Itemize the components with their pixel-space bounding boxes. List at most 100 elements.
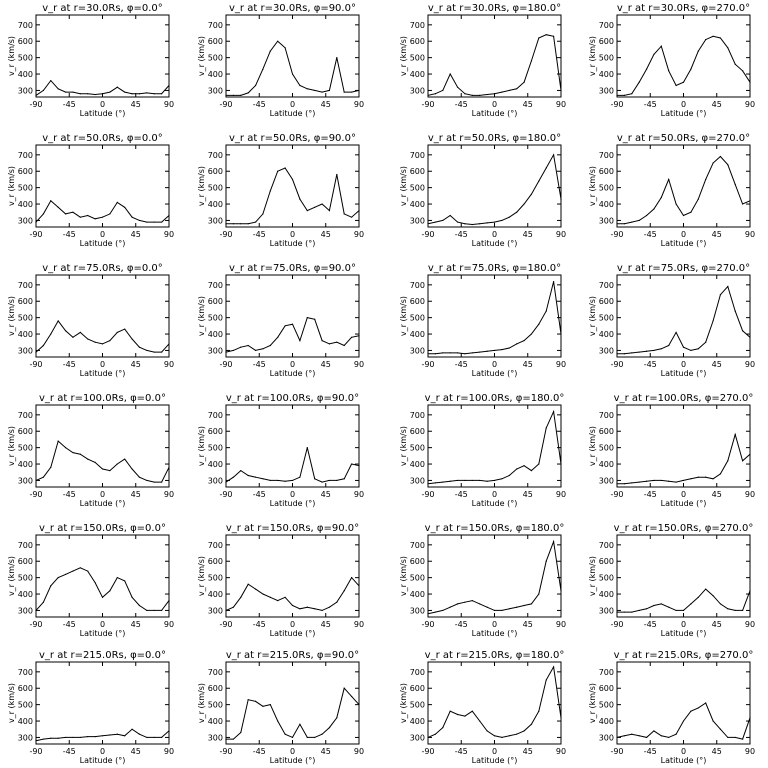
data-point (131, 216, 133, 218)
data-point (247, 699, 249, 701)
data-point (427, 613, 429, 615)
y-axis-label: v_r (km/s) (7, 166, 16, 206)
data-point (161, 736, 163, 739)
data-point (638, 219, 640, 222)
data-point (42, 213, 44, 215)
y-tick-label: 600 (18, 37, 33, 46)
data-point (277, 336, 279, 338)
series-line (617, 155, 751, 225)
y-tick-label: 400 (410, 460, 425, 469)
data-point (660, 603, 662, 605)
panel-title: v_r at r=50.0Rs, φ=90.0° (229, 133, 356, 144)
data-point (299, 476, 301, 478)
y-axis-label: v_r (km/s) (197, 683, 206, 723)
plot-frame (427, 404, 562, 488)
data-point (712, 720, 714, 722)
data-point (262, 213, 264, 215)
panel-1-1: v_r at r=50.0Rs, φ=90.0° -90 -45 0 45 90 300 40… (197, 133, 364, 248)
data-point (306, 88, 308, 90)
y-tick-label: 400 (208, 717, 223, 726)
y-tick-label: 700 (410, 151, 425, 160)
data-point (560, 198, 562, 200)
x-tick-label: -45 (63, 230, 76, 239)
y-tick-label: 300 (18, 733, 33, 742)
data-point (269, 479, 271, 482)
y-tick-label: 300 (410, 733, 425, 742)
data-point (523, 730, 525, 732)
data-point (690, 349, 692, 352)
x-tick-label: -90 (421, 100, 434, 109)
x-tick-label: 45 (131, 490, 141, 499)
data-point (314, 318, 316, 320)
y-tick-label: 500 (410, 184, 425, 193)
series-line (35, 200, 170, 223)
data-point (277, 479, 279, 482)
data-point (638, 609, 640, 612)
data-point (742, 70, 744, 72)
x-tick-label: 90 (556, 747, 566, 756)
data-point (675, 84, 677, 87)
x-axis-label: Latitude (°) (270, 756, 316, 765)
data-point (734, 736, 736, 739)
panel-title: v_r at r=75.0Rs, φ=0.0° (42, 263, 163, 274)
y-tick-label: 600 (208, 684, 223, 693)
data-point (168, 84, 170, 87)
data-point (262, 593, 264, 595)
x-axis-label: Latitude (°) (661, 629, 707, 638)
data-point (623, 223, 625, 225)
y-tick-label: 700 (208, 411, 223, 420)
x-tick-label: -45 (644, 100, 657, 109)
x-tick-label: -90 (29, 490, 42, 499)
panel-1-0: v_r at r=50.0Rs, φ=0.0° -90 -45 0 45 90 300 400… (7, 133, 174, 248)
plot-frame (616, 274, 751, 358)
data-point (64, 330, 67, 332)
y-tick-label: 300 (208, 86, 223, 95)
panel-title: v_r at r=215.0Rs, φ=90.0° (226, 650, 359, 661)
data-point (653, 604, 655, 607)
data-point (623, 611, 625, 613)
data-point (336, 601, 338, 603)
x-tick-label: -90 (421, 360, 434, 369)
data-point (493, 609, 496, 612)
y-tick-label: 400 (208, 460, 223, 469)
y-tick-label: 300 (410, 606, 425, 615)
data-point (734, 310, 736, 312)
x-tick-label: -45 (644, 490, 657, 499)
y-tick-label: 500 (18, 444, 33, 453)
data-point (456, 603, 459, 605)
y-tick-label: 500 (208, 574, 223, 583)
data-point (50, 585, 52, 587)
y-tick-label: 400 (410, 70, 425, 79)
data-point (50, 466, 52, 468)
x-axis-label: Latitude (°) (270, 369, 316, 378)
y-tick-label: 300 (208, 476, 223, 485)
data-point (616, 223, 618, 225)
x-tick-label: 45 (321, 100, 331, 109)
y-tick-label: 500 (410, 574, 425, 583)
data-point (42, 476, 44, 478)
y-axis-label: v_r (km/s) (7, 296, 16, 336)
data-point (291, 604, 294, 607)
x-axis-label: Latitude (°) (472, 239, 518, 248)
panel-title: v_r at r=30.0Rs, φ=90.0° (229, 3, 356, 14)
y-tick-label: 600 (599, 167, 614, 176)
data-point (168, 600, 170, 602)
y-tick-label: 400 (599, 70, 614, 79)
x-axis-label: Latitude (°) (661, 369, 707, 378)
x-tick-label: -90 (219, 230, 232, 239)
data-point (668, 606, 670, 608)
y-tick-label: 300 (410, 346, 425, 355)
data-point (719, 473, 722, 475)
y-tick-label: 600 (18, 684, 33, 693)
data-point (668, 344, 670, 347)
data-point (442, 609, 444, 612)
x-tick-label: -45 (63, 100, 76, 109)
data-point (351, 577, 353, 579)
x-tick-label: 90 (745, 747, 755, 756)
data-point (343, 91, 345, 93)
data-point (358, 335, 360, 337)
data-point (146, 349, 148, 352)
data-point (501, 349, 503, 351)
x-tick-label: -90 (219, 747, 232, 756)
x-tick-label: -45 (644, 230, 657, 239)
